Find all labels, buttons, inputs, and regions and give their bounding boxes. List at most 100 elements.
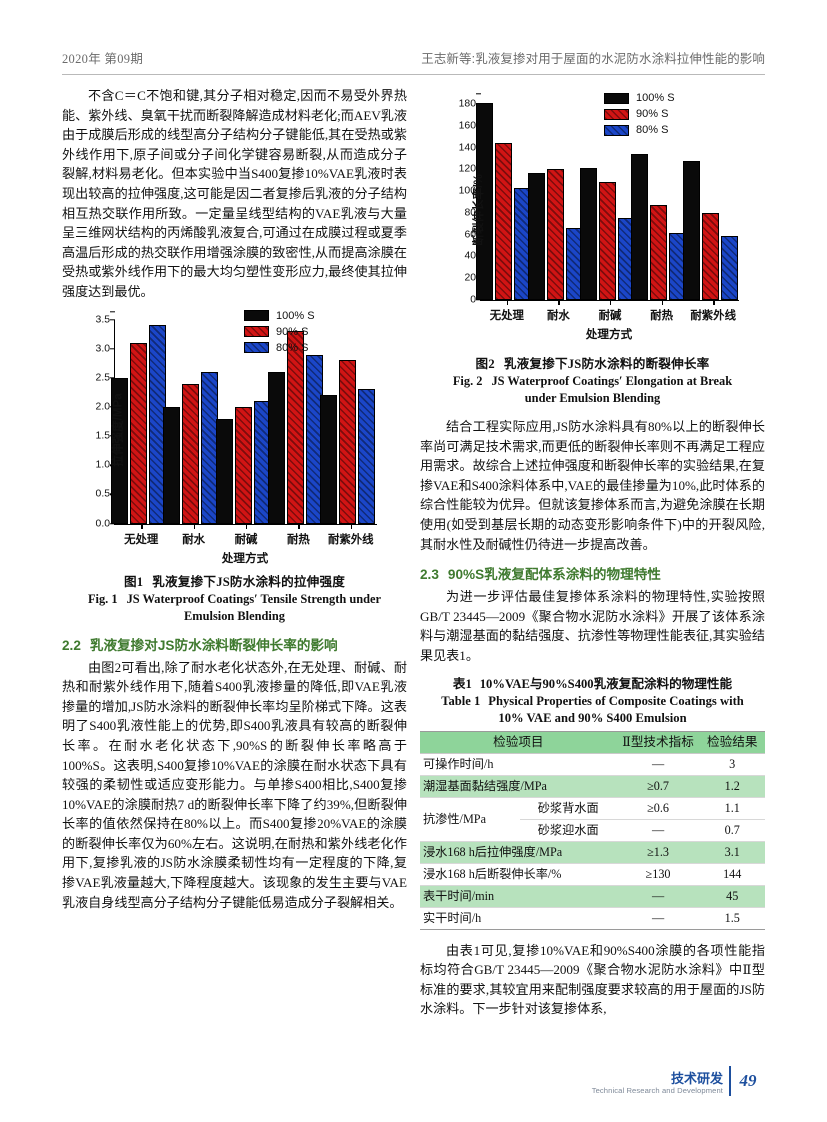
bar-fig1-0-2	[148, 325, 166, 524]
left-paragraph-1: 不含C＝C不饱和键,其分子相对稳定,因而不易受外界热能、紫外线、臭氧干扰而断裂降…	[62, 88, 407, 299]
section-2-2-title: 乳液复掺对JS防水涂料断裂伸长率的影响	[89, 637, 338, 653]
running-head-article-title: 王志新等:乳液复掺对用于屋面的水泥防水涂料拉伸性能的影响	[421, 52, 765, 66]
bar-fig2-4-2	[720, 235, 738, 300]
table-row: 表干时间/min —45	[420, 885, 765, 908]
y-axis-label: 断裂伸长率/%	[471, 174, 485, 246]
figure-1-label-en: Fig. 1	[87, 591, 118, 606]
fig1-plot-area: 0.0 0.5 1.0 1.5 2.0 2.5 3.0 3.5 无处理 耐水 耐碱 耐热 耐紫外线	[96, 310, 377, 546]
legend-label: 80% S	[636, 124, 669, 136]
y-axis-tick-label: 60	[464, 229, 476, 241]
x-axis-tick-label: 耐碱	[598, 310, 622, 322]
y-axis-tick-label: 160	[458, 120, 476, 132]
figure-2-label-en: Fig. 2	[452, 374, 483, 388]
x-axis-tick-label: 无处理	[124, 533, 159, 546]
figure-1-caption: 图1 乳液复掺下JS防水涂料的拉伸强度 Fig. 1 JS Waterproof C…	[62, 574, 407, 625]
bar-fig2-4-0	[682, 160, 700, 300]
table-cell-subitem: 砂浆背水面	[519, 797, 617, 820]
table-cell-result: 1.5	[699, 907, 765, 930]
table-cell-spec: ≥0.7	[616, 775, 700, 798]
right-column: 0 20 40 60 80 100 120 140 160 180 无处理 耐水 耐碱 耐热 耐紫外线 处理方…	[420, 86, 765, 1019]
bar-fig2-1-2	[565, 228, 583, 300]
page-number: 49	[729, 1066, 765, 1096]
left-paragraph-2: 由图2可看出,除了耐水老化状态外,在无处理、耐碱、耐热和耐紫外线作用下,随着S4…	[62, 659, 407, 910]
section-heading-2-2: 2.2 乳液复掺对JS防水涂料断裂伸长率的影响	[62, 636, 407, 656]
figure-1-title-en-l2: Emulsion Blending	[184, 608, 285, 623]
table-row: 浸水168 h后断裂伸长率/% ≥130 144	[420, 863, 765, 886]
legend-item: 100% S	[244, 310, 315, 322]
table-cell-result: 45	[699, 885, 765, 908]
x-axis-tick-mark	[610, 300, 612, 305]
footer-text: 技术研发 Technical Research and Development	[592, 1071, 723, 1096]
legend-swatch-icon	[244, 310, 269, 322]
legend-item: 90% S	[244, 326, 315, 338]
x-axis-tick-mark	[193, 523, 195, 529]
bar-fig1-2-2	[253, 401, 271, 524]
figure-2-title-en-l1: JS Waterproof Coatings′ Elongation at Br…	[491, 374, 733, 388]
fig2-plot-area: 0 20 40 60 80 100 120 140 160 180 无处理 耐水 耐碱 耐热 耐紫外线	[459, 93, 739, 322]
table-row: 可操作时间/h —3	[420, 753, 765, 776]
legend-label: 90% S	[276, 325, 309, 338]
right-paragraph-1: 结合工程实际应用,JS防水涂料具有80%以上的断裂伸长率尚可满足技术需求,而更低…	[420, 419, 765, 552]
x-axis-tick-mark	[558, 300, 560, 305]
table-cell-spec: —	[616, 885, 700, 908]
bar-fig2-0-2	[514, 187, 532, 300]
y-axis-tick-mark	[110, 522, 115, 525]
y-axis-tick-label: 2.0	[95, 401, 110, 413]
table-cell-spec: —	[616, 753, 700, 776]
table-cell-spec: —	[616, 907, 700, 930]
y-axis-tick-mark	[110, 347, 115, 350]
y-axis-tick-mark	[110, 318, 115, 321]
x-axis-tick-mark	[506, 300, 509, 305]
table-row: 实干时间/h —1.5	[420, 907, 765, 930]
x-axis-label: 处理方式	[585, 328, 633, 341]
table-row: 潮湿基面黏结强度/MPa ≥0.7 1.2	[420, 775, 765, 798]
bar-fig2-1-0	[527, 172, 545, 300]
table-1-title-en-l1: Physical Properties of Composite Coating…	[488, 693, 744, 708]
figure-1-label-cn: 图1	[123, 574, 144, 589]
y-axis-tick-label: 1.5	[95, 430, 110, 442]
x-axis-tick-label: 耐热	[650, 310, 673, 322]
table-body: 可操作时间/h —3 潮湿基面黏结强度/MPa ≥0.7 1.2 抗渗性/MPa 砂浆背水面…	[420, 753, 765, 930]
y-axis-tick-mark	[110, 377, 115, 379]
y-axis-tick-label: 3.0	[95, 343, 110, 355]
y-axis-tick-label: 2.5	[95, 372, 110, 384]
table-header-spec: Ⅱ型技术指标	[616, 730, 700, 754]
x-axis-tick-mark	[661, 300, 663, 305]
figure-2: 0 20 40 60 80 100 120 140 160 180 无处理 耐水 耐碱 耐热 耐紫外线 处理方…	[420, 86, 765, 407]
table-cell-spec: ≥130	[616, 863, 700, 886]
running-head: 2020年 第09期 王志新等:乳液复掺对用于屋面的水泥防水涂料拉伸性能的影响	[62, 48, 765, 74]
figure-1-title-en-l1: JS Waterproof Coatings′ Tensile Strength…	[126, 591, 382, 606]
table-cell-result: 144	[699, 863, 765, 886]
running-head-issue: 2020年 第09期	[62, 52, 144, 66]
legend-item: 80% S	[604, 124, 675, 136]
x-axis-tick-mark	[350, 523, 353, 529]
y-axis-tick-label: 140	[458, 142, 476, 154]
table-cell-item: 潮湿基面黏结强度/MPa	[420, 775, 617, 798]
footer-section-cn: 技术研发	[670, 1071, 723, 1086]
table-1-caption: 表1 10%VAE与90%S400乳液复配涂料的物理性能 Table 1 Physi…	[420, 676, 765, 727]
physical-properties-table: 检验项目 Ⅱ型技术指标 检验结果 可操作时间/h —3 潮湿基面黏结强度/MPa ≥0…	[420, 730, 765, 930]
legend-swatch-icon	[244, 342, 269, 354]
table-cell-subitem: 砂浆迎水面	[519, 819, 617, 842]
legend-item: 100% S	[604, 92, 675, 104]
table-header-item: 检验项目	[420, 730, 617, 754]
figure-1-title-cn: 乳液复掺下JS防水涂料的拉伸强度	[152, 574, 346, 589]
fig1-legend: 100% S 90% S 80% S	[244, 310, 315, 358]
table-row: 抗渗性/MPa 砂浆背水面 ≥0.6 1.1	[420, 797, 765, 842]
table-head: 检验项目 Ⅱ型技术指标 检验结果	[420, 730, 765, 754]
bar-fig2-4-1	[701, 212, 719, 300]
table-cell-spec: ≥1.3	[616, 841, 700, 864]
section-heading-2-3: 2.3 90%S乳液复配体系涂料的物理特性	[420, 565, 765, 585]
table-cell-result: 0.7	[699, 819, 765, 842]
legend-item: 80% S	[244, 342, 315, 354]
figure-1: 0.0 0.5 1.0 1.5 2.0 2.5 3.0 3.5 无处理 耐水 耐碱 耐热 耐紫外线 处理方…	[62, 307, 407, 625]
right-paragraph-2: 为进一步评估最佳复掺体系涂料的物理特性,实验按照GB/T 23445—2009《…	[420, 589, 765, 663]
y-axis-tick-label: 0.0	[95, 518, 110, 530]
bar-fig1-4-1	[339, 360, 357, 524]
table-cell-item: 可操作时间/h	[420, 753, 617, 776]
fig2-legend: 100% S 90% S 80% S	[604, 92, 675, 140]
y-axis-tick-label: 80	[464, 207, 476, 219]
table-cell-spec: —	[616, 819, 700, 842]
x-axis-tick-label: 耐水	[182, 533, 205, 546]
